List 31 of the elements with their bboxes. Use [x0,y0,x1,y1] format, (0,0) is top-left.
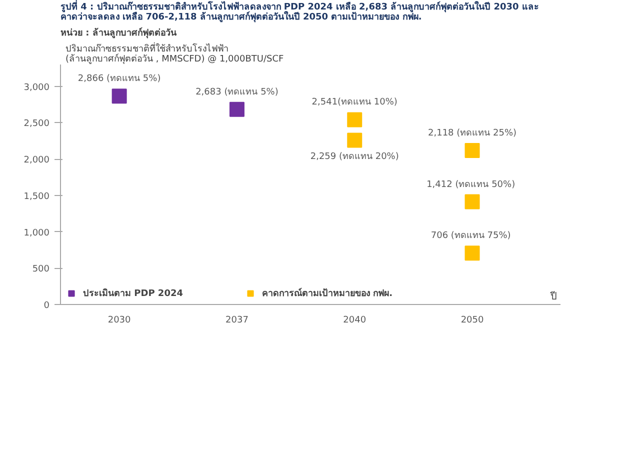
y-axis-title: ปริมาณก๊าซธรรมชาติที่ใช้สำหรับโรงไฟฟ้า (ล้านลูกบาศก์ฟุตต่อวัน , MMSCFD) @ 1,000BTU/SCF [66,42,284,64]
legend-label: ประเมินตาม PDP 2024 [83,287,183,300]
data-label: 706 (ทดแทน 75%) [430,231,511,242]
y-tick-label: 3,000 [24,82,50,93]
y-tick-label: 1,000 [24,228,50,238]
point [347,112,362,128]
legend-label: คาดการณ์ตามเป้าหมายของ กฟผ. [262,286,393,300]
x-tick-label: 2030 [108,316,132,326]
chart-subtitle: หน่วย : ล้านลูกบาศก์ฟุตต่อวัน [60,26,178,38]
point [464,194,480,210]
data-label: 2,259 (ทดแทน 20%) [310,152,399,162]
chart-title: รูปที่ 4 : ปริมาณก๊าซธรรมชาติสำหรับโรงไฟฟ้าลดลงจาก PDP 2024 เหลือ 2,683 ล้านลูกบาศก์ฟุตต่อวันในปี 2030 และ คาดว่าจะลดลง เหลือ 706-2,118 ล้านลูกบาศก์ฟุตต่อวันในปี 2050 ตามเป้าหมายของ กฟผ. [60,0,539,22]
y-tick-label: 1,500 [24,192,50,202]
x-tick-label: 2050 [460,316,484,326]
x-tick-label: 2037 [226,316,248,326]
y-tick-label: 2,500 [24,119,50,130]
point [464,246,480,261]
point [347,132,362,148]
x-tick-label: 2040 [343,316,366,326]
data-label: 2,683 (ทดแทน 5%) [196,87,278,98]
point [229,102,244,117]
x-axis-title: ปี [550,290,556,302]
data-label: 2,118 (ทดแทน 25%) [428,128,517,138]
point [112,88,127,104]
y-tick-label: 500 [32,264,50,275]
point [464,142,480,158]
data-label: 2,866 (ทดแทน 5%) [78,74,161,84]
data-label: 1,412 (ทดแทน 50%) [426,180,516,190]
y-tick-label: 0 [44,301,50,311]
data-label: 2,541(ทดแทน 10%) [312,98,398,108]
y-tick-label: 2,000 [24,156,50,166]
